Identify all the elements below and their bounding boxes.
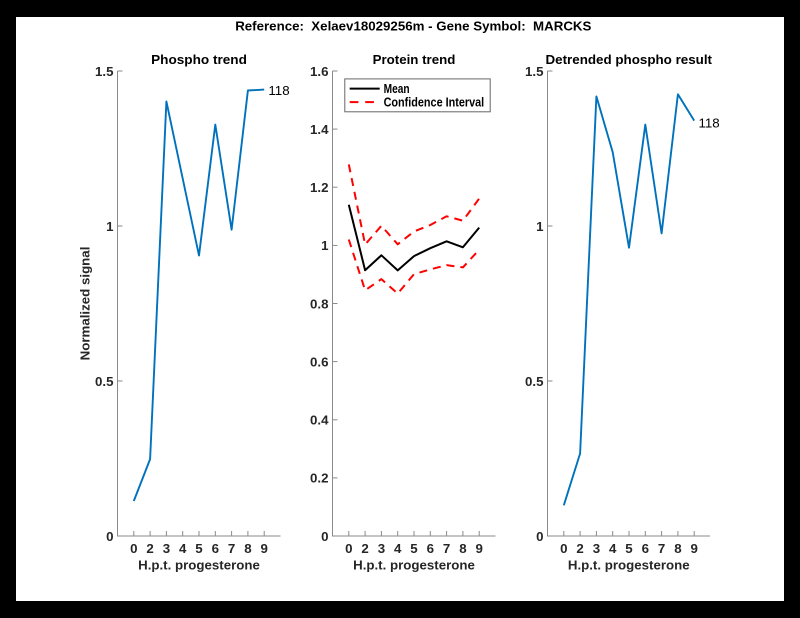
svg-text:8: 8 — [674, 541, 681, 556]
svg-text:7: 7 — [658, 541, 665, 556]
svg-text:0.5: 0.5 — [95, 374, 114, 389]
svg-text:1: 1 — [321, 238, 329, 253]
svg-text:0: 0 — [345, 541, 352, 556]
svg-text:Normalized signal: Normalized signal — [78, 247, 93, 361]
svg-text:Confidence Interval: Confidence Interval — [384, 95, 485, 110]
svg-text:2: 2 — [146, 541, 153, 556]
svg-text:3: 3 — [593, 541, 600, 556]
svg-text:0: 0 — [536, 529, 543, 544]
svg-text:H.p.t. progesterone: H.p.t. progesterone — [353, 558, 475, 573]
svg-text:0.4: 0.4 — [310, 413, 329, 428]
svg-text:2: 2 — [361, 541, 368, 556]
svg-text:5: 5 — [410, 541, 418, 556]
svg-text:0.8: 0.8 — [310, 296, 329, 311]
svg-text:0.5: 0.5 — [525, 374, 544, 389]
svg-text:Detrended phospho result: Detrended phospho result — [546, 52, 713, 67]
svg-text:7: 7 — [443, 541, 450, 556]
svg-text:6: 6 — [212, 541, 219, 556]
svg-text:1.4: 1.4 — [310, 122, 329, 137]
svg-text:0: 0 — [560, 541, 567, 556]
svg-text:5: 5 — [625, 541, 633, 556]
svg-text:5: 5 — [195, 541, 203, 556]
svg-text:Reference: Xelaev18029256m -: Reference: Xelaev18029256m - Gene Symbol… — [235, 18, 591, 33]
svg-text:Mean: Mean — [384, 81, 410, 96]
svg-text:118: 118 — [268, 83, 289, 98]
svg-text:8: 8 — [459, 541, 466, 556]
svg-text:H.p.t. progesterone: H.p.t. progesterone — [138, 558, 260, 573]
svg-text:1.2: 1.2 — [310, 180, 329, 195]
svg-text:4: 4 — [609, 541, 617, 556]
svg-text:0: 0 — [106, 529, 113, 544]
svg-text:1: 1 — [106, 219, 114, 234]
svg-text:9: 9 — [260, 541, 267, 556]
svg-text:1.5: 1.5 — [95, 64, 114, 79]
svg-text:Phospho trend: Phospho trend — [151, 52, 247, 67]
svg-text:1.5: 1.5 — [525, 64, 544, 79]
svg-text:6: 6 — [427, 541, 434, 556]
svg-text:0.2: 0.2 — [310, 471, 329, 486]
svg-text:2: 2 — [576, 541, 583, 556]
svg-text:3: 3 — [163, 541, 170, 556]
svg-text:4: 4 — [179, 541, 187, 556]
svg-text:6: 6 — [642, 541, 649, 556]
svg-text:8: 8 — [244, 541, 251, 556]
svg-text:1.6: 1.6 — [310, 64, 329, 79]
svg-text:0: 0 — [130, 541, 137, 556]
svg-text:9: 9 — [475, 541, 482, 556]
svg-text:4: 4 — [394, 541, 402, 556]
svg-text:3: 3 — [378, 541, 385, 556]
svg-text:0.6: 0.6 — [310, 354, 329, 369]
svg-text:7: 7 — [228, 541, 235, 556]
svg-text:0: 0 — [321, 529, 328, 544]
svg-text:9: 9 — [690, 541, 697, 556]
svg-text:118: 118 — [699, 115, 720, 130]
svg-text:H.p.t. progesterone: H.p.t. progesterone — [568, 558, 690, 573]
svg-text:1: 1 — [536, 219, 544, 234]
svg-text:Protein trend: Protein trend — [373, 52, 456, 67]
